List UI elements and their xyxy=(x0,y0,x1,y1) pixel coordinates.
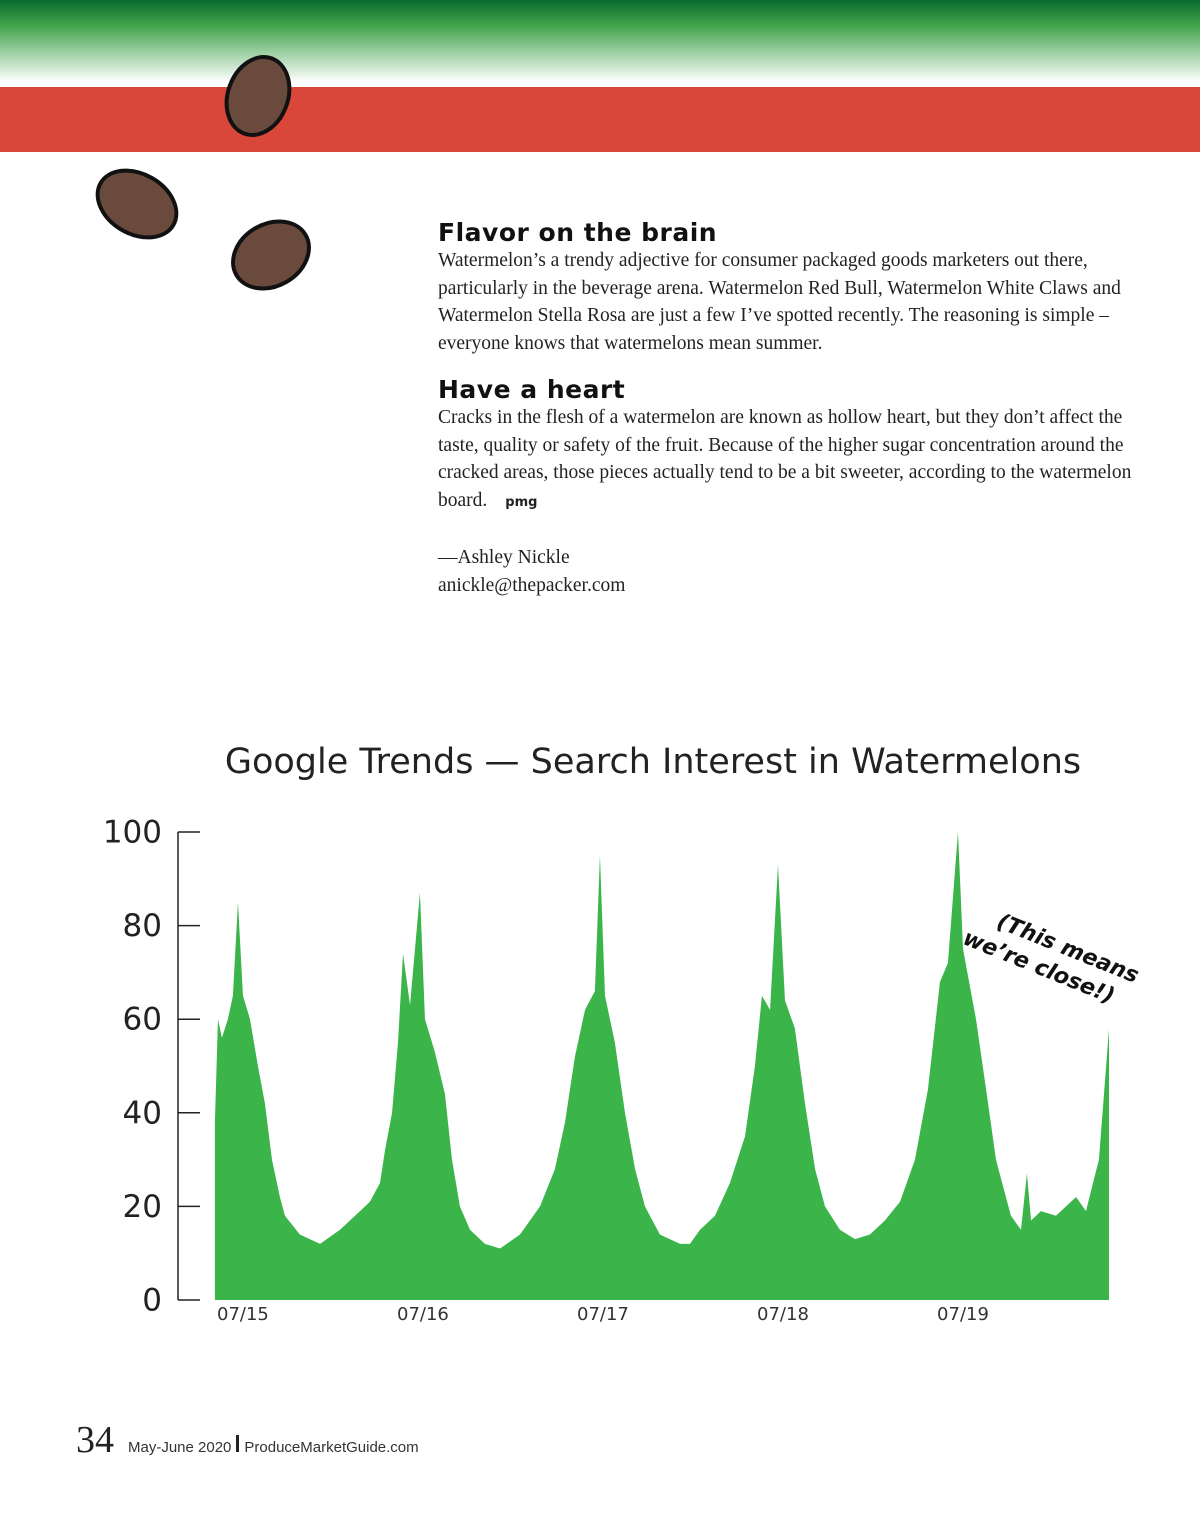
y-tick-label: 40 xyxy=(123,1095,162,1131)
green-band xyxy=(0,0,1200,82)
banner xyxy=(0,0,1200,291)
email: anickle@thepacker.com xyxy=(438,574,626,596)
chart: Google Trends — Search Interest in Water… xyxy=(103,742,1142,1325)
heading: Have a heart xyxy=(438,375,626,404)
x-tick-label: 07/16 xyxy=(397,1304,449,1325)
paragraph-text: Cracks in the flesh of a watermelon are … xyxy=(438,407,1132,511)
author: —Ashley Nickle xyxy=(438,547,570,568)
y-tick-label: 0 xyxy=(142,1283,162,1319)
x-tick-label: 07/18 xyxy=(757,1304,809,1325)
x-tick-label: 07/19 xyxy=(937,1304,989,1325)
x-tick-label: 07/15 xyxy=(217,1304,269,1325)
chart-title: Google Trends — Search Interest in Water… xyxy=(225,742,1081,782)
y-tick-label: 80 xyxy=(123,908,162,944)
area xyxy=(214,832,1110,1300)
paragraph: Cracks in the flesh of a watermelon are … xyxy=(438,404,1138,516)
site: ProduceMarketGuide.com xyxy=(244,1439,419,1456)
heading: Flavor on the brain xyxy=(438,218,718,247)
paragraph: Watermelon’s a trendy adjective for cons… xyxy=(438,250,1121,354)
issue: May-June 2020 xyxy=(128,1439,232,1456)
y-tick-label: 20 xyxy=(123,1189,162,1225)
article: Flavor on the brain Watermelon’s a trend… xyxy=(438,218,1138,599)
seeds xyxy=(95,55,311,291)
separator xyxy=(236,1435,240,1452)
y-tick-label: 100 xyxy=(103,815,162,851)
x-tick-label: 07/17 xyxy=(577,1304,629,1325)
y-tick-label: 60 xyxy=(123,1002,162,1038)
page-number: 34 xyxy=(76,1419,114,1461)
footer: 34 May-June 2020 ProduceMarketGuide.com xyxy=(76,1418,419,1462)
red-band xyxy=(0,87,1200,152)
signoff: pmg xyxy=(505,494,538,510)
